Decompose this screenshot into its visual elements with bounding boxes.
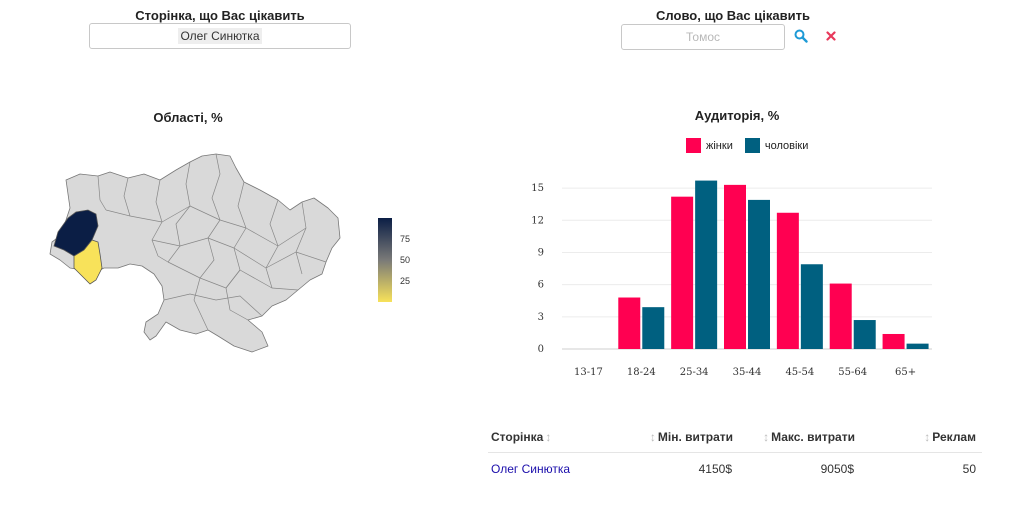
- bar-men: [906, 343, 929, 349]
- page-filter-label: Сторінка, що Вас цікавить: [135, 8, 305, 23]
- word-filter-label: Слово, що Вас цікавить: [656, 8, 810, 23]
- region-ivano-frankivsk: [73, 239, 103, 285]
- audience-bar-chart: 0 3 6 9 12 15 13-17 18-24 25-34 35-44 45-54 55-64 65…: [531, 180, 932, 378]
- sort-icon[interactable]: ↕: [924, 430, 931, 444]
- x-tick-label: 35-44: [733, 367, 762, 378]
- y-tick-label: 3: [538, 312, 544, 323]
- column-header-page[interactable]: Сторінка ↕: [488, 422, 611, 453]
- x-tick-label: 55-64: [838, 367, 867, 378]
- search-button[interactable]: [792, 27, 810, 45]
- legend-swatch-women: [686, 138, 701, 153]
- legend-label-women: жінки: [706, 139, 733, 152]
- bar-women: [618, 297, 641, 349]
- page-link[interactable]: Олег Синютка: [491, 462, 571, 476]
- cell-max: 9050$: [820, 462, 854, 476]
- cell-min: 4150$: [698, 462, 732, 476]
- bar-men: [642, 307, 665, 349]
- y-tick-label: 9: [538, 247, 544, 258]
- map-colorbar: 75 50 25: [378, 218, 410, 302]
- legend-item-men[interactable]: чоловіки: [744, 138, 809, 153]
- table-row: Олег Синютка 4150$ 9050$ 50: [488, 453, 982, 486]
- y-tick-label: 12: [531, 215, 544, 226]
- x-tick-label: 45-54: [785, 367, 814, 378]
- search-icon: [794, 29, 808, 43]
- table-header-row: Сторінка ↕ ↕ Мін. витрати ↕ Макс. витрати ↕…: [488, 422, 982, 453]
- chart-legend: жінки чоловіки: [686, 138, 808, 153]
- bar-women: [776, 212, 799, 349]
- legend-item-women[interactable]: жінки: [686, 138, 733, 153]
- ads-table: Сторінка ↕ ↕ Мін. витрати ↕ Макс. витрати ↕…: [488, 422, 982, 485]
- chart-title: Аудиторія, %: [694, 108, 780, 123]
- region-lviv: [53, 209, 99, 257]
- sort-icon[interactable]: ↕: [763, 430, 770, 444]
- colorbar-tick: 25: [400, 276, 410, 286]
- column-header-label: Сторінка: [491, 430, 544, 444]
- map-title: Області, %: [153, 110, 223, 125]
- bar-women: [671, 196, 694, 349]
- y-tick-label: 6: [538, 280, 544, 291]
- bar-men: [695, 180, 718, 349]
- colorbar-tick: 50: [400, 255, 410, 265]
- x-tick-label: 25-34: [680, 367, 709, 378]
- cell-page[interactable]: Олег Синютка: [488, 453, 611, 486]
- legend-label-men: чоловіки: [764, 139, 809, 152]
- clear-button[interactable]: [822, 27, 840, 45]
- bar-women: [724, 184, 746, 349]
- column-header-min[interactable]: ↕ Мін. витрати: [611, 422, 733, 453]
- column-header-max[interactable]: ↕ Макс. витрати: [733, 422, 855, 453]
- legend-swatch-men: [744, 138, 760, 153]
- colorbar-gradient: [378, 218, 392, 302]
- page-filter-input[interactable]: Олег Синютка: [89, 23, 351, 49]
- bar-women: [882, 333, 905, 349]
- x-tick-label: 13-17: [574, 367, 603, 378]
- y-tick-label: 0: [538, 344, 544, 355]
- bar-women: [829, 283, 852, 349]
- cell-ads: 50: [962, 462, 976, 476]
- word-filter-input[interactable]: Томос: [621, 24, 785, 50]
- ukraine-map: [49, 153, 341, 353]
- colorbar-tick: 75: [400, 234, 410, 244]
- sort-icon[interactable]: ↕: [545, 430, 552, 444]
- x-tick-label: 65+: [895, 367, 916, 378]
- x-tick-label: 18-24: [627, 367, 656, 378]
- column-header-label: Мін. витрати: [657, 430, 733, 444]
- close-icon: [826, 31, 836, 41]
- column-header-ads[interactable]: ↕ Реклам: [855, 422, 982, 453]
- y-tick-label: 15: [531, 183, 544, 194]
- page-filter-value: Олег Синютка: [178, 28, 262, 44]
- column-header-label: Реклам: [932, 430, 976, 444]
- column-header-label: Макс. витрати: [771, 430, 855, 444]
- bar-men: [853, 320, 876, 349]
- bar-men: [800, 264, 823, 349]
- bar-men: [748, 199, 770, 349]
- sort-icon[interactable]: ↕: [649, 430, 656, 444]
